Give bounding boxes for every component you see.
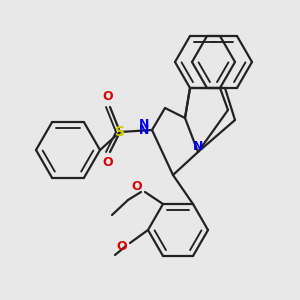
Text: N: N xyxy=(139,118,149,131)
Text: N: N xyxy=(139,124,149,136)
Text: O: O xyxy=(117,239,127,253)
Text: O: O xyxy=(103,155,113,169)
Text: O: O xyxy=(132,181,142,194)
Text: N: N xyxy=(193,140,203,154)
Text: O: O xyxy=(103,91,113,103)
Text: S: S xyxy=(115,125,125,139)
